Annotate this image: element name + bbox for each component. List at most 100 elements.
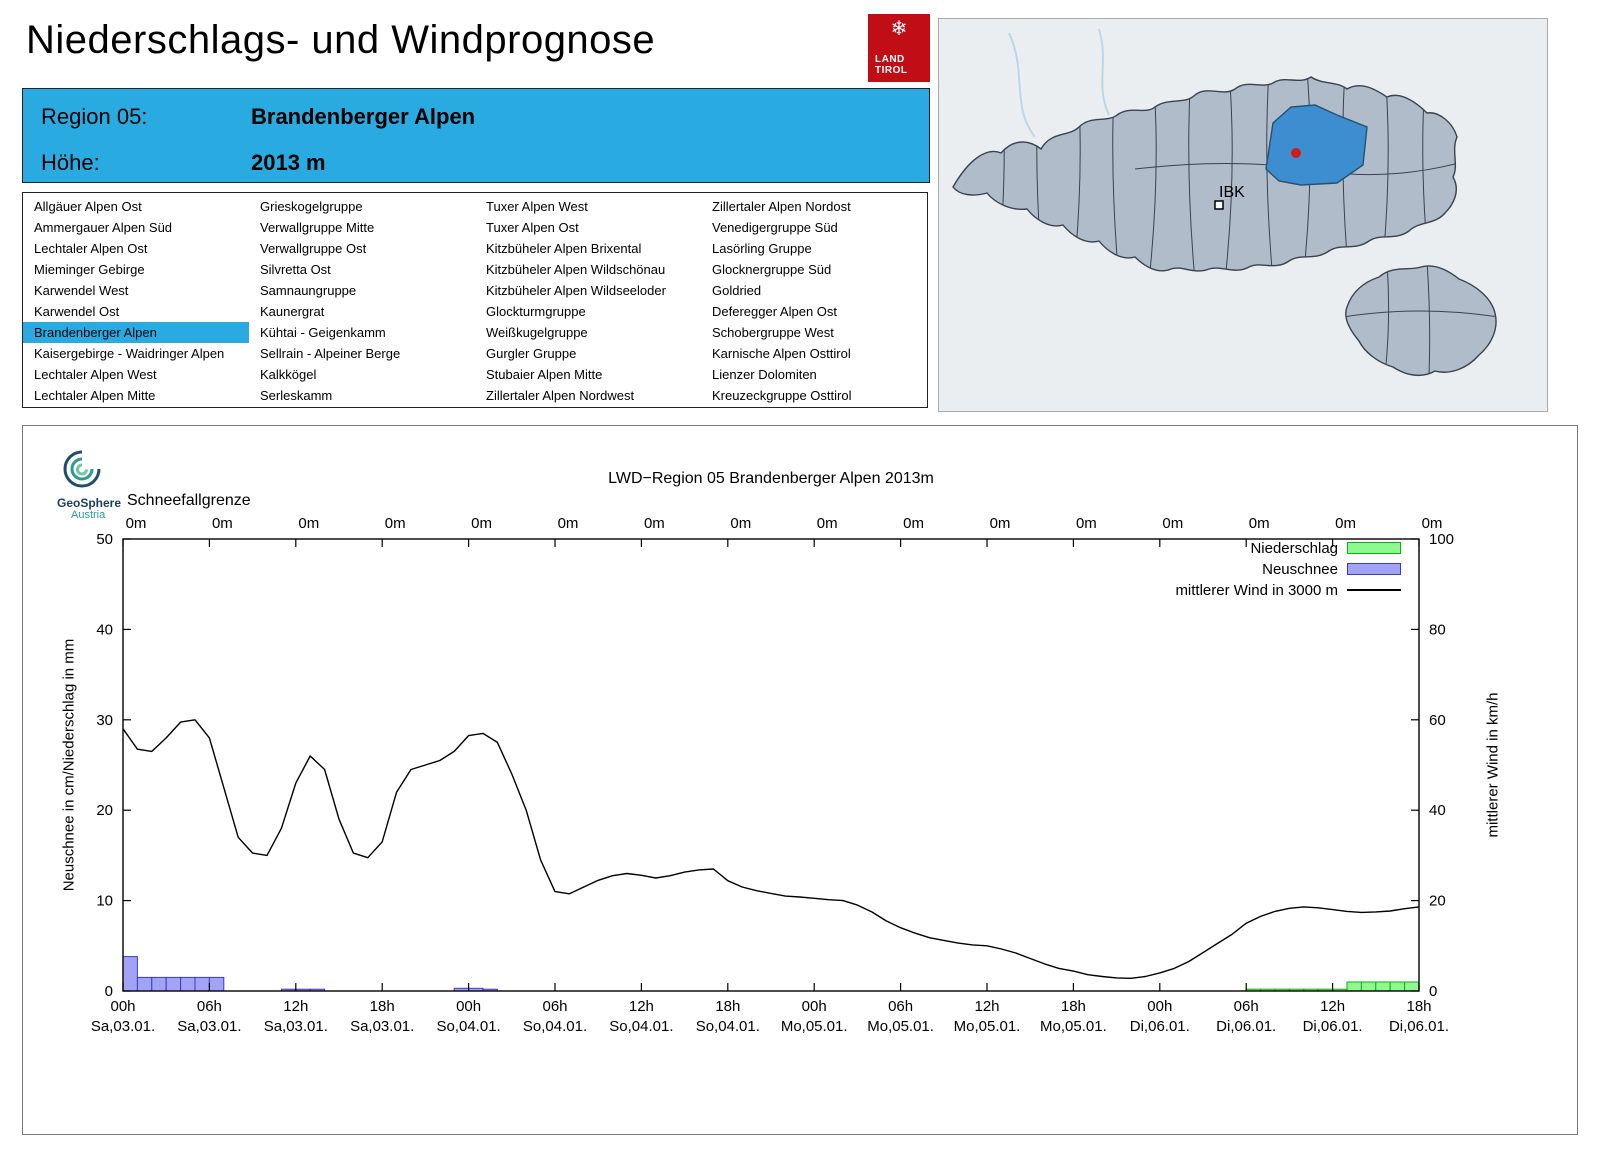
region-list-item[interactable]: Weißkugelgruppe (486, 325, 588, 340)
svg-text:00h: 00h (456, 998, 481, 1015)
tirol-map[interactable]: IBK (939, 19, 1547, 411)
region-list-item[interactable]: Zillertaler Alpen Nordwest (486, 388, 635, 403)
svg-text:00h: 00h (802, 998, 827, 1015)
region-list-item[interactable]: Karwendel Ost (34, 304, 120, 319)
region-list-item[interactable]: Goldried (712, 283, 762, 298)
region-list-item[interactable]: Allgäuer Alpen Ost (34, 199, 142, 214)
legend-swatch (1347, 589, 1401, 591)
east-region-borders (1345, 265, 1497, 376)
region-list-item[interactable]: Brandenberger Alpen (23, 322, 249, 343)
region-list-item[interactable]: Lasörling Gruppe (712, 241, 812, 256)
region-list-item[interactable]: Stubaier Alpen Mitte (486, 367, 603, 382)
svg-text:10: 10 (96, 893, 113, 910)
svg-text:Mo,05.01.: Mo,05.01. (781, 1018, 848, 1035)
region-list-item[interactable]: Lienzer Dolomiten (712, 367, 817, 382)
region-list-item[interactable]: Verwallgruppe Mitte (260, 220, 375, 235)
svg-text:0m: 0m (471, 515, 492, 532)
region-list-item[interactable]: Ammergauer Alpen Süd (34, 220, 173, 235)
ibk-label: IBK (1219, 184, 1245, 201)
region-list-item[interactable]: Deferegger Alpen Ost (712, 304, 838, 319)
svg-text:100: 100 (1429, 531, 1454, 548)
svg-text:Mo,05.01.: Mo,05.01. (954, 1018, 1021, 1035)
region-list-item[interactable]: Tuxer Alpen Ost (486, 220, 579, 235)
region-list-item[interactable]: Kühtai - Geigenkamm (260, 325, 386, 340)
geosphere-logo: GeoSphere Austria (57, 448, 147, 522)
region-list-item[interactable]: Tuxer Alpen West (486, 199, 588, 214)
logo-line1: LAND (875, 54, 905, 65)
svg-text:Sa,03.01.: Sa,03.01. (350, 1018, 414, 1035)
region-list-item[interactable]: Kitzbüheler Alpen Wildschönau (486, 262, 666, 277)
region-list-item[interactable]: Karnische Alpen Osttirol (712, 346, 851, 361)
legend-swatch (1347, 542, 1401, 554)
svg-text:12h: 12h (1320, 998, 1345, 1015)
region-list-item[interactable]: Kaisergebirge - Waidringer Alpen (34, 346, 225, 361)
region-list-item[interactable]: Kitzbüheler Alpen Brixental (486, 241, 642, 256)
region-list-item[interactable]: Glocknergruppe Süd (712, 262, 832, 277)
svg-text:0: 0 (105, 983, 113, 1000)
elevation-value: 2013 m (251, 150, 326, 175)
svg-text:12h: 12h (629, 998, 654, 1015)
region-marker-dot (1291, 148, 1301, 158)
svg-text:20: 20 (96, 802, 113, 819)
region-list-item[interactable]: Zillertaler Alpen Nordost (712, 199, 851, 214)
region-list-item[interactable]: Venedigergruppe Süd (712, 220, 838, 235)
svg-text:0: 0 (1429, 983, 1437, 1000)
svg-text:Sa,03.01.: Sa,03.01. (264, 1018, 328, 1035)
region-list-item[interactable]: Kreuzeckgruppe Osttirol (712, 388, 852, 403)
svg-text:Sa,03.01.: Sa,03.01. (91, 1018, 155, 1035)
svg-text:Mo,05.01.: Mo,05.01. (1040, 1018, 1107, 1035)
svg-text:40: 40 (1429, 802, 1446, 819)
region-list-item[interactable]: Glockturmgruppe (486, 304, 586, 319)
svg-text:0m: 0m (385, 515, 406, 532)
region-list-item[interactable]: Silvretta Ost (260, 262, 331, 277)
svg-text:12h: 12h (974, 998, 999, 1015)
svg-text:0m: 0m (1249, 515, 1270, 532)
svg-text:0m: 0m (644, 515, 665, 532)
region-list-item[interactable]: Kaunergrat (260, 304, 325, 319)
svg-text:So,04.01.: So,04.01. (523, 1018, 587, 1035)
svg-text:18h: 18h (370, 998, 395, 1015)
svg-text:0m: 0m (298, 515, 319, 532)
region-list-item[interactable]: Samnaungruppe (260, 283, 357, 298)
geosphere-sub: Austria (71, 509, 106, 521)
svg-text:00h: 00h (110, 998, 135, 1015)
region-list-item[interactable]: Sellrain - Alpeiner Berge (260, 346, 401, 361)
region-list-item[interactable]: Karwendel West (34, 283, 129, 298)
region-list-item[interactable]: Kalkkögel (260, 367, 317, 382)
svg-text:60: 60 (1429, 712, 1446, 729)
region-list-item[interactable]: Schobergruppe West (712, 325, 834, 340)
chart-title: LWD−Region 05 Brandenberger Alpen 2013m (608, 470, 934, 487)
legend-label: mittlerer Wind in 3000 m (1175, 581, 1338, 599)
svg-text:0m: 0m (126, 515, 147, 532)
region-list-item[interactable]: Verwallgruppe Ost (260, 241, 367, 256)
svg-text:Di,06.01.: Di,06.01. (1389, 1018, 1449, 1035)
elevation-label: Höhe: (41, 150, 100, 175)
svg-text:40: 40 (96, 621, 113, 638)
region-list-item[interactable]: Lechtaler Alpen West (34, 367, 157, 382)
region-list-item[interactable]: Serleskamm (260, 388, 333, 403)
svg-text:0m: 0m (212, 515, 233, 532)
svg-text:06h: 06h (542, 998, 567, 1015)
region-list-item[interactable]: Gurgler Gruppe (486, 346, 577, 361)
region-list-item[interactable]: Kitzbüheler Alpen Wildseeloder (486, 283, 666, 298)
region-name: Brandenberger Alpen (251, 104, 476, 129)
svg-text:Di,06.01.: Di,06.01. (1303, 1018, 1363, 1035)
y-axis-label-right: mittlerer Wind in km/h (1484, 692, 1502, 838)
legend-row: Niederschlag (1250, 539, 1401, 557)
svg-text:0m: 0m (1335, 515, 1356, 532)
svg-text:06h: 06h (1234, 998, 1259, 1015)
region-list-item[interactable]: Mieminger Gebirge (34, 262, 145, 277)
east-tirol-shape[interactable] (1345, 265, 1497, 377)
legend-label: Niederschlag (1250, 539, 1338, 557)
selected-region-shape[interactable] (1265, 104, 1368, 186)
region-list-item[interactable]: Lechtaler Alpen Ost (34, 241, 148, 256)
svg-text:0m: 0m (990, 515, 1011, 532)
legend-label: Neuschnee (1262, 560, 1338, 578)
river-line (1008, 28, 1110, 138)
region-list-item[interactable]: Grieskogelgruppe (260, 199, 363, 214)
svg-text:0m: 0m (817, 515, 838, 532)
svg-text:Mo,05.01.: Mo,05.01. (867, 1018, 934, 1035)
region-info-box: Region 05: Brandenberger Alpen Höhe: 201… (22, 88, 930, 183)
region-list-item[interactable]: Lechtaler Alpen Mitte (34, 388, 156, 403)
geosphere-name: GeoSphere (57, 496, 122, 510)
